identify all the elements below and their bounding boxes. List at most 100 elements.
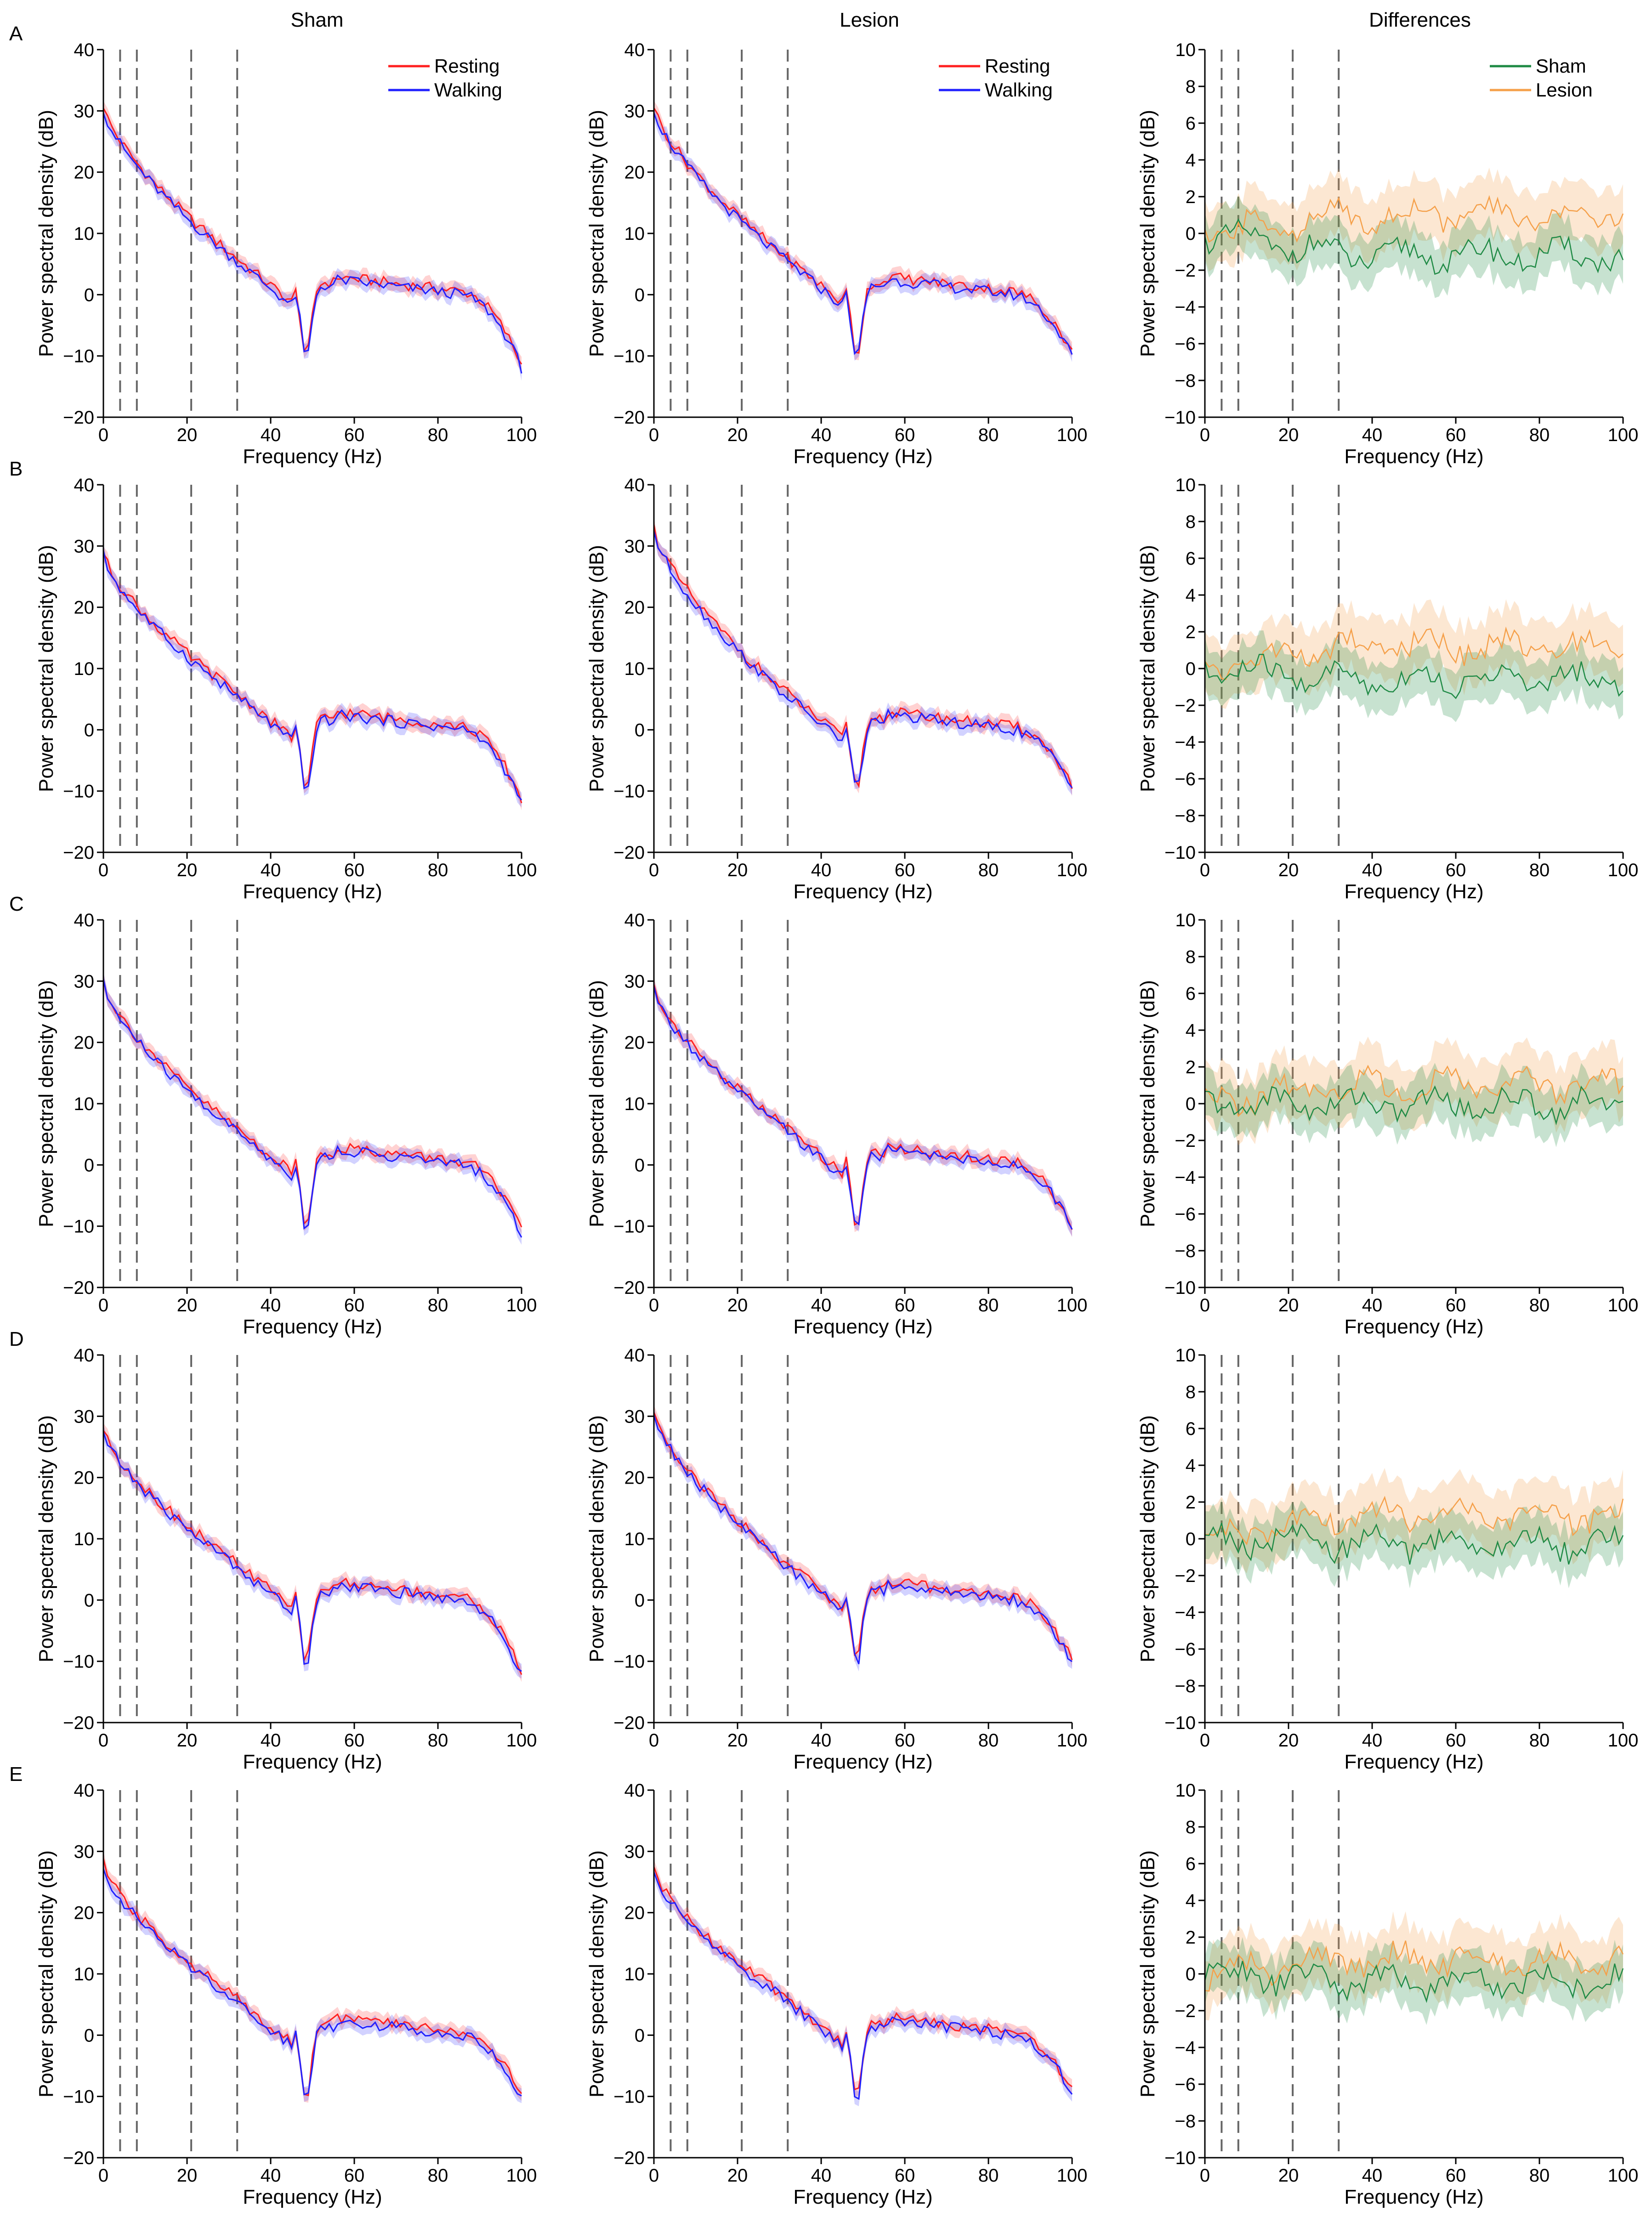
y-tick-label: −4 [1175, 297, 1196, 317]
y-tick-label: 0 [1186, 659, 1196, 679]
y-tick-label: 4 [1186, 1456, 1196, 1476]
y-tick-label: −2 [1175, 2001, 1196, 2021]
x-tick-label: 60 [344, 1295, 365, 1315]
y-tick-label: −10 [63, 2087, 94, 2107]
lesion-ci-band [1205, 167, 1623, 272]
y-tick-label: −2 [1175, 1131, 1196, 1151]
x-tick-label: 0 [1200, 860, 1210, 880]
y-axis-title: Power spectral density (dB) [35, 1415, 57, 1662]
sham-ci-band [1205, 1063, 1623, 1147]
x-tick-label: 80 [1529, 860, 1550, 880]
x-tick-label: 100 [506, 2166, 537, 2186]
y-tick-label: 20 [74, 163, 95, 183]
y-tick-label: 10 [74, 659, 95, 679]
y-tick-label: 40 [74, 1345, 95, 1366]
x-tick-label: 100 [1608, 860, 1639, 880]
x-tick-label: 60 [895, 1730, 915, 1751]
x-tick-label: 60 [344, 2166, 365, 2186]
y-tick-label: 6 [1186, 113, 1196, 134]
lesion-ci-band [1205, 1468, 1623, 1574]
y-tick-label: 10 [624, 1529, 645, 1549]
y-tick-label: 40 [74, 1780, 95, 1801]
x-tick-label: 60 [1446, 425, 1466, 445]
resting-series-line [102, 1430, 522, 1675]
y-axis-title: Power spectral density (dB) [585, 1850, 608, 2098]
x-tick-label: 20 [177, 2166, 198, 2186]
x-tick-label: 0 [649, 1730, 659, 1751]
x-tick-label: 80 [428, 2166, 448, 2186]
y-tick-label: 6 [1186, 984, 1196, 1004]
y-tick-label: −20 [63, 1278, 94, 1298]
y-tick-label: 4 [1186, 1020, 1196, 1041]
y-tick-label: 20 [624, 1468, 645, 1488]
y-tick-label: 6 [1186, 1419, 1196, 1439]
y-tick-label: 0 [635, 285, 645, 305]
y-tick-label: 0 [635, 2025, 645, 2046]
x-tick-label: 20 [1278, 425, 1299, 445]
y-tick-label: −4 [1175, 2038, 1196, 2058]
y-axis-title: Power spectral density (dB) [35, 1850, 57, 2098]
x-tick-label: 60 [895, 425, 915, 445]
x-axis-title: Frequency (Hz) [793, 445, 932, 468]
walking-sem-band [654, 523, 1072, 795]
walking-series-line [653, 1871, 1073, 2100]
y-tick-label: 30 [74, 971, 95, 992]
x-axis-title: Frequency (Hz) [793, 880, 932, 903]
y-tick-label: −20 [613, 408, 645, 428]
lesion-diff-line [1204, 1940, 1624, 1992]
x-tick-label: 60 [1446, 2166, 1466, 2186]
x-tick-label: 0 [1200, 425, 1210, 445]
x-tick-label: 60 [895, 860, 915, 880]
x-axis-title: Frequency (Hz) [793, 2186, 932, 2208]
x-axis-title: Frequency (Hz) [1344, 1751, 1483, 1773]
y-tick-label: −8 [1175, 806, 1196, 826]
x-tick-label: 40 [1362, 1295, 1383, 1315]
sham-diff-line [1204, 218, 1624, 275]
x-axis-title: Frequency (Hz) [793, 1751, 932, 1773]
y-axis-title: Power spectral density (dB) [1136, 110, 1159, 357]
y-tick-label: 40 [74, 475, 95, 495]
y-tick-label: −20 [63, 1713, 94, 1733]
x-tick-label: 40 [811, 2166, 832, 2186]
x-tick-label: 40 [1362, 1730, 1383, 1751]
y-tick-label: 10 [74, 1529, 95, 1549]
x-tick-label: 0 [1200, 1730, 1210, 1751]
y-tick-label: 30 [74, 1406, 95, 1427]
y-tick-label: −10 [613, 1217, 645, 1237]
walking-series-line [653, 986, 1073, 1230]
y-tick-label: −2 [1175, 261, 1196, 281]
y-tick-label: −10 [63, 346, 94, 367]
y-tick-label: 40 [624, 1345, 645, 1366]
y-tick-label: −8 [1175, 1241, 1196, 1261]
x-tick-label: 80 [428, 860, 448, 880]
x-tick-label: 40 [1362, 860, 1383, 880]
x-tick-label: 20 [727, 1730, 748, 1751]
x-axis-title: Frequency (Hz) [793, 1315, 932, 1338]
x-tick-label: 60 [1446, 1295, 1466, 1315]
y-tick-label: 20 [74, 1033, 95, 1053]
x-tick-label: 80 [978, 2166, 999, 2186]
y-tick-label: −10 [1164, 2148, 1196, 2168]
row-label-D: D [9, 1328, 24, 1350]
y-tick-label: 0 [635, 1155, 645, 1175]
resting-sem-band [103, 1423, 522, 1682]
y-tick-label: −10 [1164, 1278, 1196, 1298]
y-tick-label: 20 [74, 598, 95, 618]
y-tick-label: −10 [1164, 408, 1196, 428]
x-tick-label: 100 [506, 425, 537, 445]
y-tick-label: −6 [1175, 1204, 1196, 1225]
sham-diff-line [1204, 1523, 1624, 1565]
x-tick-label: 20 [1278, 1730, 1299, 1751]
sham-ci-band [1205, 195, 1623, 298]
y-tick-label: 20 [624, 1903, 645, 1923]
y-tick-label: 10 [1175, 1780, 1196, 1801]
walking-sem-band [103, 106, 522, 381]
x-tick-label: 40 [811, 425, 832, 445]
sham-ci-band [1205, 630, 1623, 722]
x-tick-label: 40 [261, 860, 281, 880]
x-tick-label: 80 [428, 1730, 448, 1751]
